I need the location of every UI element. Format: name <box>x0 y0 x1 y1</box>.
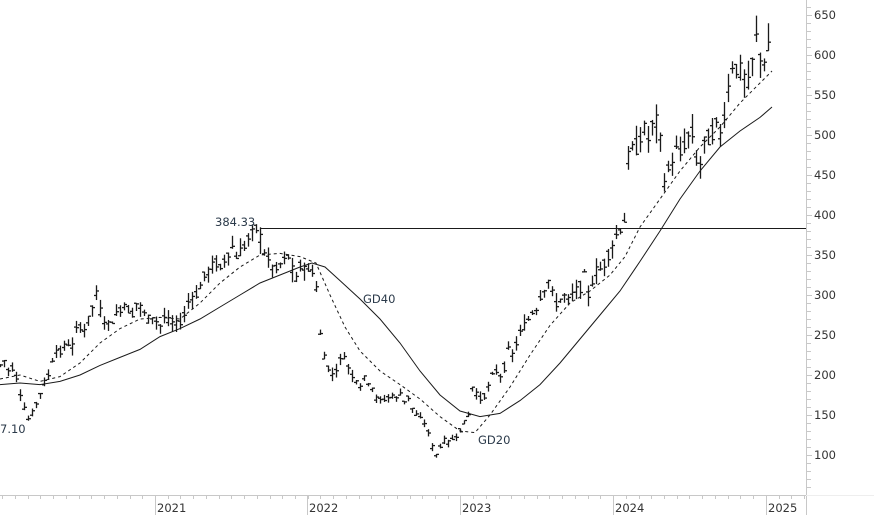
y-tick-label: 450 <box>814 168 836 182</box>
y-tick-label: 600 <box>814 48 836 62</box>
y-axis: 100 150 200 250 300 350 400 450 500 550 600 650 <box>806 0 836 515</box>
y-tick-label: 100 <box>814 448 836 462</box>
gd20-label: GD20 <box>478 433 510 447</box>
y-tick-label: 500 <box>814 128 836 142</box>
high-value-label: 384.33 <box>215 215 255 229</box>
y-tick-label: 250 <box>814 328 836 342</box>
gd40-line <box>0 106 773 418</box>
annotations: 384.33 7.10 <box>0 215 255 436</box>
y-tick-label: 650 <box>814 8 836 22</box>
gd20-line <box>0 70 773 434</box>
moving-average-lines: GD20 GD40 <box>0 70 773 447</box>
y-tick-label: 350 <box>814 248 836 262</box>
price-bars <box>0 15 771 458</box>
x-tick-label: 2022 <box>309 501 338 515</box>
x-tick-label: 2023 <box>462 501 491 515</box>
y-tick-label: 300 <box>814 288 836 302</box>
gd40-label: GD40 <box>363 292 395 306</box>
y-tick-label: 150 <box>814 408 836 422</box>
y-tick-label: 200 <box>814 368 836 382</box>
low-value-label: 7.10 <box>0 422 26 436</box>
x-tick-label: 2024 <box>615 501 644 515</box>
x-axis: 2021 2022 2023 2024 2025 <box>0 495 874 515</box>
x-tick-label: 2021 <box>157 501 186 515</box>
y-tick-label: 400 <box>814 208 836 222</box>
x-tick-label: 2025 <box>768 501 797 515</box>
y-tick-label: 550 <box>814 88 836 102</box>
